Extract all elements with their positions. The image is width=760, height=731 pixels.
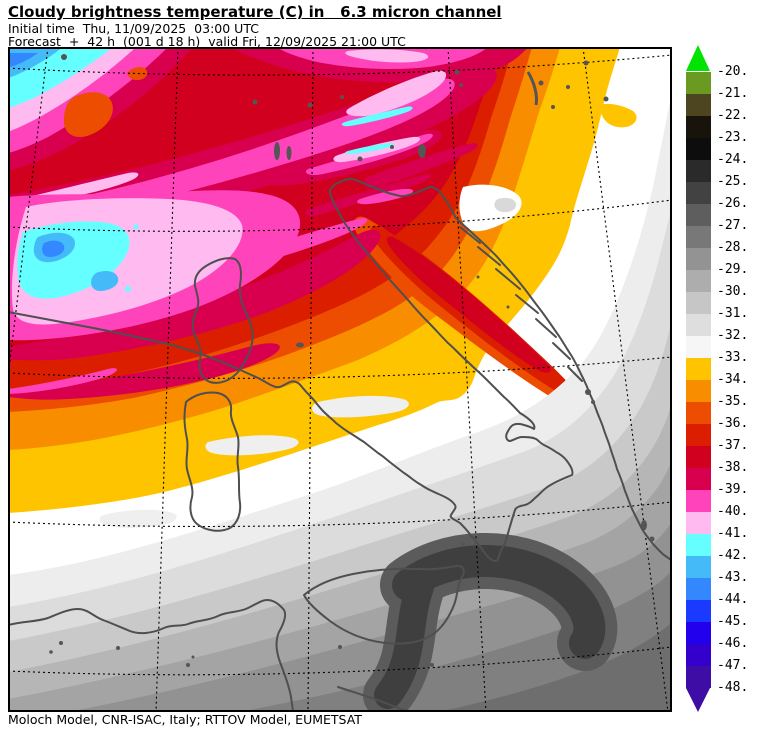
colorbar-segment (686, 402, 711, 424)
colorbar-segment (686, 534, 711, 556)
colorbar-segment (686, 622, 711, 644)
colorbar-segment (686, 226, 711, 248)
graticule (8, 47, 672, 712)
colorbar-segment (686, 490, 711, 512)
colorbar-label: -38. (717, 460, 749, 475)
colorbar-segment (686, 600, 711, 622)
colorbar-segment (686, 248, 711, 270)
colorbar-segment (686, 512, 711, 534)
page-title: Cloudy brightness temperature (C) in 6.3… (8, 3, 502, 21)
colorbar-label: -47. (717, 658, 749, 673)
colorbar-segment (686, 424, 711, 446)
colorbar-segment (686, 116, 711, 138)
colorbar-label: -45. (717, 614, 749, 629)
colorbar-segment (686, 314, 711, 336)
colorbar-label: -40. (717, 504, 749, 519)
colorbar-label: -39. (717, 482, 749, 497)
colorbar-label: -37. (717, 438, 749, 453)
colorbar-label: -27. (717, 218, 749, 233)
colorbar-segment (686, 578, 711, 600)
colorbar-label: -32. (717, 328, 749, 343)
colorbar-segment (686, 468, 711, 490)
colorbar-label: -42. (717, 548, 749, 563)
colorbar-label: -28. (717, 240, 749, 255)
slovenia-river-mark (526, 71, 538, 106)
colorbar-segments (686, 72, 711, 688)
colorbar-segment (686, 358, 711, 380)
colorbar-segment (686, 292, 711, 314)
colorbar-segment (686, 666, 711, 688)
initial-time-line: Initial time Thu, 11/09/2025 03:00 UTC (8, 21, 259, 36)
colorbar-label: -25. (717, 174, 749, 189)
colorbar-label: -43. (717, 570, 749, 585)
footer-credit: Moloch Model, CNR-ISAC, Italy; RTTOV Mod… (8, 712, 362, 727)
colorbar-label: -41. (717, 526, 749, 541)
colorbar-segment (686, 182, 711, 204)
colorbar-label: -36. (717, 416, 749, 431)
colorbar-segment (686, 72, 711, 94)
forecast-line: Forecast + 42 h (001 d 18 h) valid Fri, … (8, 34, 406, 49)
colorbar-segment (686, 204, 711, 226)
colorbar-label: -46. (717, 636, 749, 651)
colorbar-label: -23. (717, 130, 749, 145)
colorbar-label: -48. (717, 680, 749, 695)
colorbar-label: -29. (717, 262, 749, 277)
colorbar-label: -34. (717, 372, 749, 387)
small-features (49, 54, 655, 667)
colorbar-segment (686, 446, 711, 468)
colorbar-segment (686, 138, 711, 160)
colorbar-label: -35. (717, 394, 749, 409)
colorbar-segment (686, 336, 711, 358)
colorbar-label: -21. (717, 86, 749, 101)
colorbar-down-arrow-icon (686, 688, 710, 712)
weather-map (8, 47, 672, 712)
map-svg (8, 47, 672, 712)
colorbar-segment (686, 160, 711, 182)
colorbar-label: -24. (717, 152, 749, 167)
colorbar-segment (686, 94, 711, 116)
colorbar-segment (686, 556, 711, 578)
colorbar-label: -30. (717, 284, 749, 299)
colorbar-label: -31. (717, 306, 749, 321)
colorbar-label: -22. (717, 108, 749, 123)
coastlines (8, 178, 672, 712)
map-border (8, 47, 672, 712)
colorbar-up-arrow-icon (686, 45, 710, 71)
colorbar-label: -26. (717, 196, 749, 211)
colorbar-segment (686, 644, 711, 666)
colorbar-segment (686, 380, 711, 402)
colorbar-label: -44. (717, 592, 749, 607)
colorbar-label: -20. (717, 64, 749, 79)
colorbar-label: -33. (717, 350, 749, 365)
colorbar-segment (686, 270, 711, 292)
